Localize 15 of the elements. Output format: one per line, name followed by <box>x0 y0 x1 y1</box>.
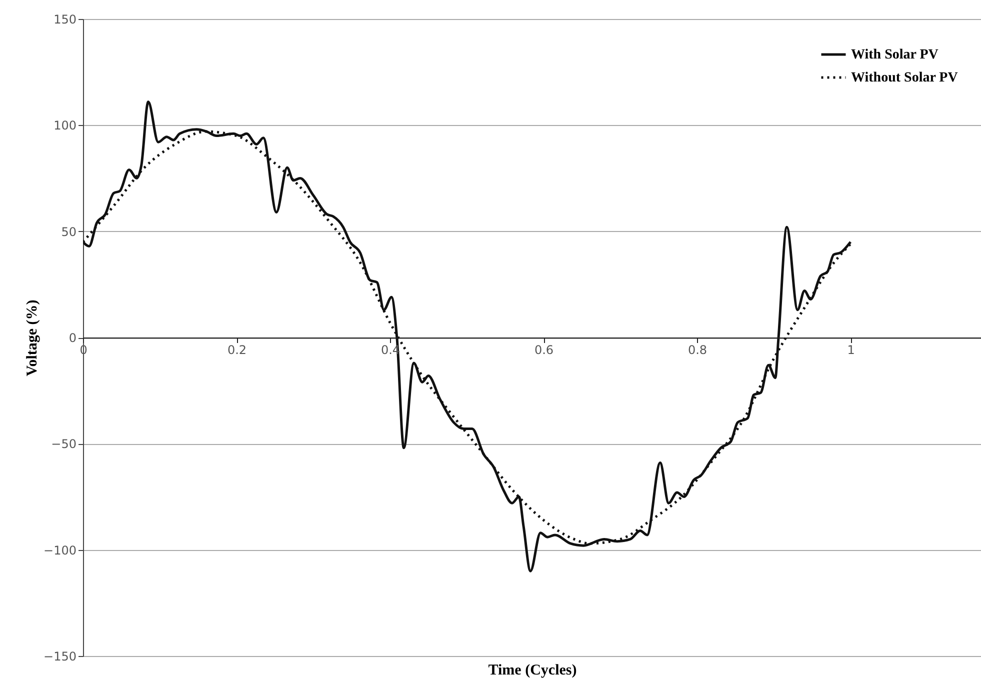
x-tick-label: 0.8 <box>688 343 708 357</box>
y-tick-label: 50 <box>61 224 76 239</box>
y-tick-label: 100 <box>54 118 76 133</box>
y-axis-title: Voltage (%) <box>24 300 41 376</box>
y-tick-label: 0 <box>68 331 76 345</box>
y-tick-label: 150 <box>54 12 76 26</box>
y-tick-label: −150 <box>44 650 76 664</box>
legend-label: With Solar PV <box>851 48 938 62</box>
x-tick-label: 0.6 <box>534 343 554 357</box>
x-axis-title: Time (Cycles) <box>488 662 577 678</box>
y-tick-label: −50 <box>51 437 76 452</box>
x-tick-label: 1 <box>847 343 855 357</box>
legend-label: Without Solar PV <box>851 70 958 86</box>
x-tick-label: 0.2 <box>227 343 247 357</box>
y-tick-label: −100 <box>44 543 76 558</box>
